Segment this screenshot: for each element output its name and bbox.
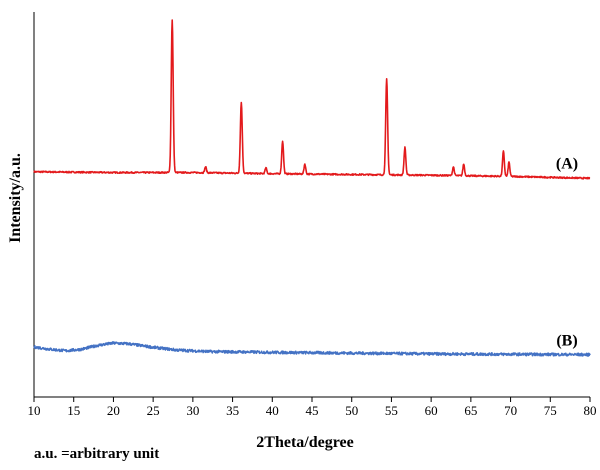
x-tick-label: 70: [504, 403, 517, 418]
x-tick-label: 65: [464, 403, 477, 418]
x-tick-label: 45: [306, 403, 319, 418]
x-tick-label: 30: [186, 403, 199, 418]
x-axis: 10 15 20 25 30 35 40 45 50 55 60 65 70 75 80: [28, 397, 597, 418]
series-label-a: (A): [556, 156, 578, 173]
x-tick-label: 25: [147, 403, 160, 418]
x-tick-label: 10: [28, 403, 41, 418]
series-labels: (A) (B): [556, 156, 578, 350]
x-tick-label: 40: [266, 403, 279, 418]
x-axis-title: 2Theta/degree: [256, 434, 353, 451]
x-tick-label: 15: [67, 403, 80, 418]
x-tick-label: 60: [425, 403, 438, 418]
series-line-b: [33, 341, 591, 357]
series-label-b: (B): [556, 333, 577, 350]
x-tick-label: 50: [345, 403, 358, 418]
series-line-a: [33, 19, 591, 180]
y-axis-title: Intensity/a.u.: [7, 153, 24, 243]
x-tick-label: 35: [226, 403, 239, 418]
footnote: a.u. =arbitrary unit: [34, 446, 160, 462]
series-layer: [33, 19, 591, 357]
x-tick-label: 55: [385, 403, 398, 418]
plot-area: [33, 12, 590, 398]
x-tick-label: 75: [544, 403, 557, 418]
x-tick-label: 80: [584, 403, 597, 418]
x-tick-label: 20: [107, 403, 120, 418]
